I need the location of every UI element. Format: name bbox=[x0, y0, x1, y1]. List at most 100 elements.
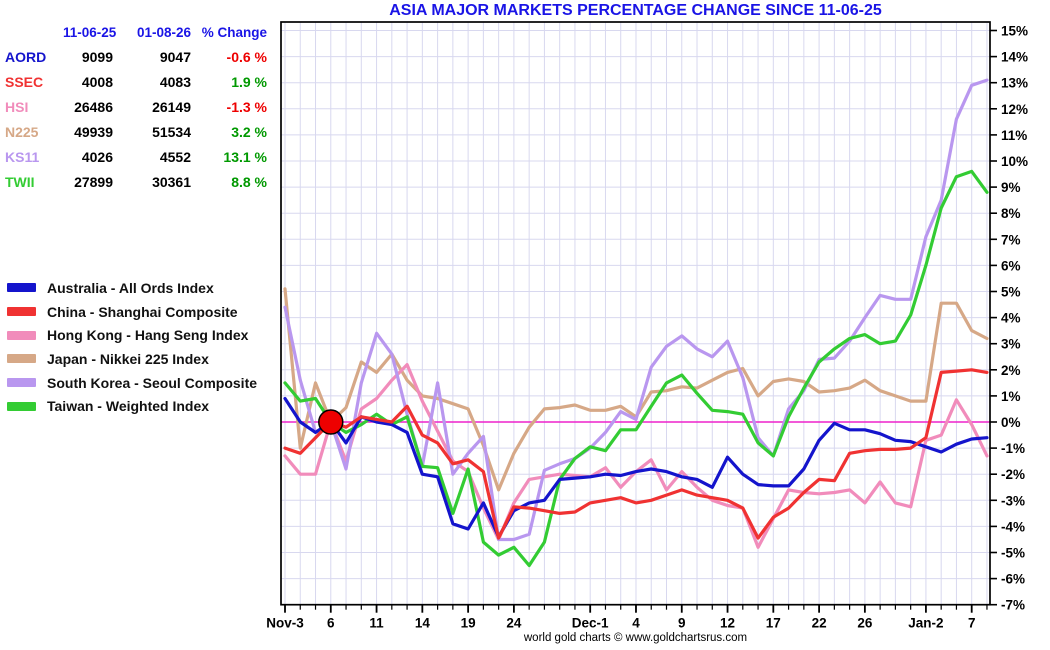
x-tick-label: 14 bbox=[415, 616, 431, 631]
change-value: 8.8 % bbox=[231, 174, 267, 190]
symbol-label: N225 bbox=[5, 124, 39, 140]
table-row: HSI 26486 26149 -1.3 % bbox=[5, 95, 267, 120]
x-tick-label: 9 bbox=[678, 616, 686, 631]
series-line-AORD bbox=[283, 396, 989, 539]
end-value: 30361 bbox=[152, 174, 191, 190]
legend-swatch-icon bbox=[7, 330, 36, 340]
start-date-marker bbox=[318, 409, 344, 435]
y-tick-label: 11% bbox=[1001, 128, 1027, 143]
legend-swatch-icon bbox=[7, 307, 36, 317]
end-value: 4552 bbox=[159, 149, 191, 165]
start-value: 26486 bbox=[74, 99, 113, 115]
start-value: 9099 bbox=[81, 49, 113, 65]
table-row: KS11 4026 4552 13.1 % bbox=[5, 145, 267, 170]
legend-swatch-icon bbox=[7, 378, 36, 388]
y-tick-label: 10% bbox=[1001, 154, 1028, 169]
symbol-label: AORD bbox=[5, 49, 47, 65]
y-tick-label: 15% bbox=[1001, 24, 1028, 39]
series-line-SSEC bbox=[283, 368, 989, 540]
y-tick-label: 14% bbox=[1001, 50, 1028, 65]
legend-swatch-icon bbox=[7, 354, 36, 364]
change-value: 13.1 % bbox=[223, 149, 267, 165]
legend-item: Japan - Nikkei 225 Index bbox=[7, 347, 257, 371]
x-tick-label: 17 bbox=[766, 616, 781, 631]
y-tick-label: -2% bbox=[1001, 467, 1025, 482]
legend-item: Hong Kong - Hang Seng Index bbox=[7, 323, 257, 347]
series-line-TWII bbox=[283, 169, 989, 568]
series-line-KS11 bbox=[283, 78, 989, 542]
table-row: TWII 27899 30361 8.8 % bbox=[5, 170, 267, 195]
table-header-end-date: 01-08-26 bbox=[136, 25, 191, 40]
change-value: -1.3 % bbox=[226, 99, 267, 115]
y-tick-label: -1% bbox=[1001, 441, 1025, 456]
legend-swatch-icon bbox=[7, 283, 36, 293]
x-tick-label: Jan-2 bbox=[908, 616, 943, 631]
x-tick-label: 12 bbox=[720, 616, 735, 631]
y-tick-label: 8% bbox=[1001, 206, 1021, 221]
y-tick-label: -4% bbox=[1001, 519, 1025, 534]
y-tick-label: 2% bbox=[1001, 363, 1021, 378]
change-value: 1.9 % bbox=[231, 74, 267, 90]
chart-title: ASIA MAJOR MARKETS PERCENTAGE CHANGE SIN… bbox=[389, 2, 882, 19]
x-tick-label: 19 bbox=[461, 616, 476, 631]
end-value: 26149 bbox=[152, 99, 191, 115]
y-tick-label: -5% bbox=[1001, 546, 1025, 561]
y-tick-label: 0% bbox=[1001, 415, 1021, 430]
start-value: 4026 bbox=[81, 149, 113, 165]
x-tick-label: 24 bbox=[506, 616, 522, 631]
end-value: 9047 bbox=[159, 49, 191, 65]
table-row: SSEC 4008 4083 1.9 % bbox=[5, 70, 267, 95]
y-tick-label: -3% bbox=[1001, 493, 1025, 508]
y-tick-label: 5% bbox=[1001, 285, 1021, 300]
y-tick-label: 9% bbox=[1001, 180, 1021, 195]
start-value: 49939 bbox=[74, 124, 113, 140]
table-row: AORD 9099 9047 -0.6 % bbox=[5, 45, 267, 70]
end-value: 51534 bbox=[152, 124, 191, 140]
y-tick-label: 12% bbox=[1001, 102, 1028, 117]
end-value: 4083 bbox=[159, 74, 191, 90]
y-tick-label: 6% bbox=[1001, 258, 1021, 273]
symbol-label: SSEC bbox=[5, 74, 44, 90]
y-tick-label: -6% bbox=[1001, 572, 1025, 587]
y-tick-label: -7% bbox=[1001, 598, 1025, 613]
legend-item: Australia - All Ords Index bbox=[7, 276, 257, 300]
legend-label: China - Shanghai Composite bbox=[47, 303, 238, 320]
quote-table: 11-06-25 01-08-26 % Change AORD 9099 904… bbox=[5, 20, 267, 195]
legend-label: Australia - All Ords Index bbox=[47, 279, 214, 296]
legend-swatch-icon bbox=[7, 401, 36, 411]
legend-label: Taiwan - Weighted Index bbox=[47, 398, 210, 415]
change-value: -0.6 % bbox=[226, 49, 267, 65]
table-header-change: % Change bbox=[201, 25, 267, 40]
x-tick-label: 22 bbox=[812, 616, 827, 631]
x-tick-label: 11 bbox=[369, 616, 384, 631]
start-value: 27899 bbox=[74, 174, 113, 190]
legend-label: South Korea - Seoul Composite bbox=[47, 374, 258, 391]
x-tick-label: 7 bbox=[968, 616, 976, 631]
table-header-start-date: 11-06-25 bbox=[63, 25, 117, 40]
change-value: 3.2 % bbox=[231, 124, 267, 140]
y-tick-label: 7% bbox=[1001, 232, 1021, 247]
x-tick-label: Dec-1 bbox=[572, 616, 609, 631]
legend-label: Japan - Nikkei 225 Index bbox=[47, 350, 209, 367]
legend: Australia - All Ords Index China - Shang… bbox=[7, 276, 257, 418]
x-tick-label: Nov-3 bbox=[266, 616, 304, 631]
x-tick-label: 26 bbox=[857, 616, 873, 631]
y-tick-label: 1% bbox=[1001, 389, 1021, 404]
table-row: N225 49939 51534 3.2 % bbox=[5, 120, 267, 145]
start-value: 4008 bbox=[81, 74, 113, 90]
symbol-label: KS11 bbox=[5, 149, 40, 165]
legend-item: Taiwan - Weighted Index bbox=[7, 394, 257, 418]
y-tick-label: 3% bbox=[1001, 337, 1021, 352]
legend-item: China - Shanghai Composite bbox=[7, 300, 257, 324]
symbol-label: HSI bbox=[5, 99, 29, 115]
x-tick-label: 4 bbox=[632, 616, 640, 631]
legend-label: Hong Kong - Hang Seng Index bbox=[47, 327, 249, 344]
legend-item: South Korea - Seoul Composite bbox=[7, 371, 257, 395]
symbol-label: TWII bbox=[5, 174, 35, 190]
y-tick-label: 13% bbox=[1001, 76, 1028, 91]
footer-credit: world gold charts © www.goldchartsrus.co… bbox=[523, 632, 748, 644]
y-tick-label: 4% bbox=[1001, 311, 1021, 326]
x-tick-label: 6 bbox=[327, 616, 335, 631]
